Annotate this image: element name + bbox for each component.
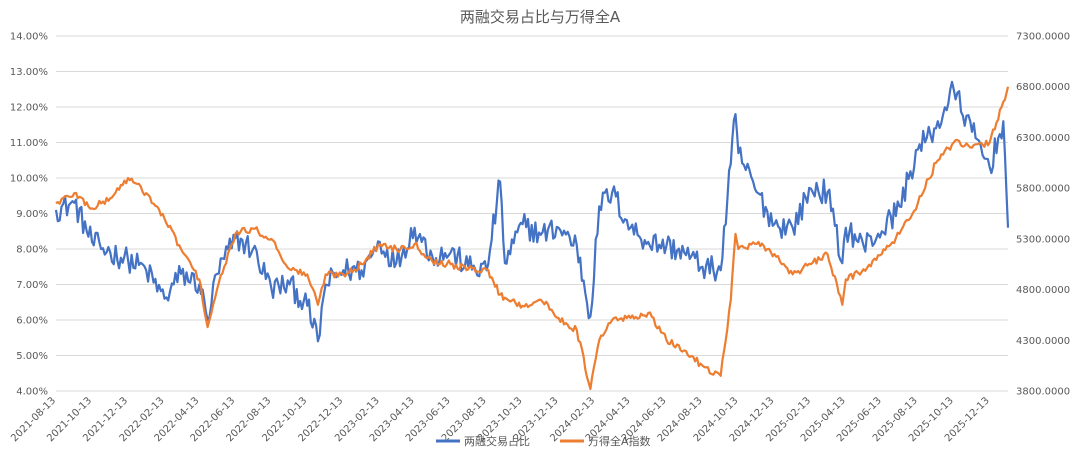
series-line-ratio <box>54 80 1010 343</box>
legend-label-index: 万得全A指数 <box>588 434 651 448</box>
legend-label-ratio: 两融交易占比 <box>464 434 530 448</box>
y-left-tick-label: 9.00% <box>16 209 48 220</box>
y-left-tick-label: 10.00% <box>10 174 48 185</box>
y-right-tick-label: 4800.0000 <box>1016 285 1070 296</box>
series-line-index <box>55 86 1010 391</box>
right-axis-ticks: 3800.0000 4300.0000 4800.0000 5300.0000 5800… <box>1016 32 1070 398</box>
y-right-tick-label: 5800.0000 <box>1016 184 1070 195</box>
y-left-tick-label: 6.00% <box>16 316 48 327</box>
chart-title: 两融交易占比与万得全A <box>460 8 621 26</box>
y-left-tick-label: 11.00% <box>10 138 48 149</box>
y-left-tick-label: 14.00% <box>10 32 48 43</box>
series-layer <box>54 80 1010 391</box>
y-right-tick-label: 4300.0000 <box>1016 336 1070 347</box>
y-right-tick-label: 6300.0000 <box>1016 133 1070 144</box>
y-left-tick-label: 13.00% <box>10 67 48 78</box>
y-right-tick-label: 3800.0000 <box>1016 387 1070 398</box>
y-left-tick-label: 4.00% <box>16 387 48 398</box>
legend: 两融交易占比 万得全A指数 <box>436 434 651 448</box>
y-right-tick-label: 6800.0000 <box>1016 82 1070 93</box>
left-axis-ticks: 4.00% 5.00% 6.00% 7.00% 8.00% 9.00% 10.00% 11.0… <box>10 32 48 398</box>
gridlines <box>56 35 1008 392</box>
y-left-tick-label: 8.00% <box>16 245 48 256</box>
y-left-tick-label: 12.00% <box>10 103 48 114</box>
y-right-tick-label: 7300.0000 <box>1016 32 1070 43</box>
y-left-tick-label: 5.00% <box>16 351 48 362</box>
y-right-tick-label: 5300.0000 <box>1016 234 1070 245</box>
y-left-tick-label: 7.00% <box>16 280 48 291</box>
